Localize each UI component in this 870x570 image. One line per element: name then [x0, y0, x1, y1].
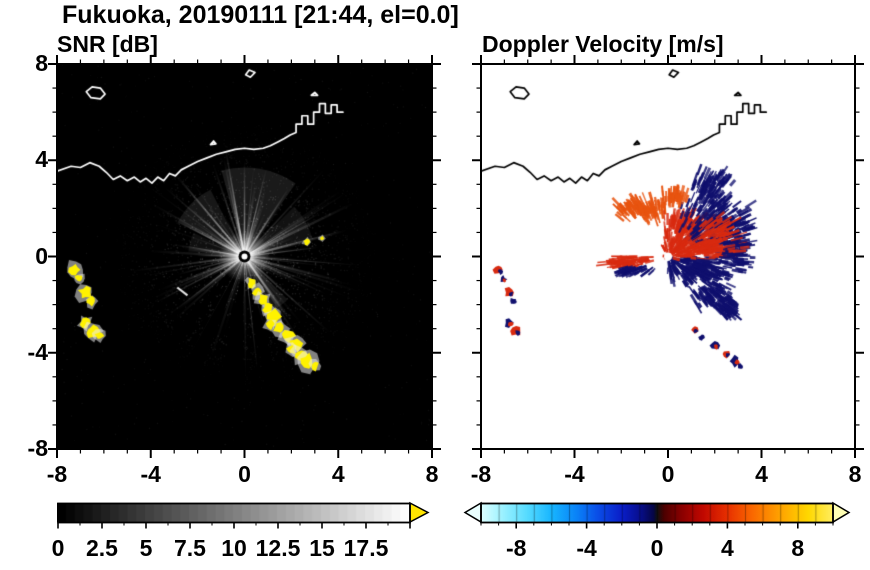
x-tick-label: 4 [331, 461, 345, 487]
snr-colorbar [57, 501, 452, 537]
snr-over-range-arrow [409, 501, 430, 524]
snr-colorbar-label: 5 [139, 535, 153, 561]
doppler-radar-image [481, 64, 855, 449]
snr-colorbar-label: 12.5 [255, 535, 301, 561]
snr-colorbar-label: 10 [221, 535, 247, 561]
snr-axes-frame [48, 55, 441, 458]
x-tick-label: 0 [661, 461, 675, 487]
doppler-under-range-arrow [463, 501, 482, 524]
y-tick-label: -8 [27, 435, 48, 461]
y-tick-label: 4 [35, 146, 48, 173]
doppler-colorbar-label: 4 [720, 535, 734, 561]
snr-colorbar-label: 15 [309, 535, 335, 561]
snr-map-panel [48, 55, 441, 458]
snr-colorbar-label: 17.5 [343, 535, 389, 561]
snr-colorbar-border [57, 502, 411, 524]
y-tick-label: 0 [35, 242, 48, 269]
snr-colorbar-label: 0 [51, 535, 65, 561]
x-tick-label: -4 [564, 461, 585, 487]
figure-title: Fukuoka, 20190111 [21:44, el=0.0] [62, 1, 459, 29]
x-tick-label: -4 [140, 461, 161, 487]
plot-border [56, 63, 433, 450]
snr-colorbar-frame [57, 501, 430, 529]
x-tick-label: -8 [46, 461, 68, 487]
snr-colorbar-label: 2.5 [86, 535, 118, 561]
x-tick-label: 8 [848, 461, 862, 487]
x-tick-label: -8 [470, 461, 492, 487]
doppler-map-panel [472, 55, 864, 458]
plot-border [480, 63, 856, 450]
doppler-over-range-arrow [832, 501, 851, 524]
snr-panel-title: SNR [dB] [57, 31, 158, 57]
y-tick-label: -4 [27, 338, 48, 365]
snr-radar-image [57, 64, 432, 449]
x-tick-label: 4 [755, 461, 768, 487]
doppler-colorbar-label: -4 [576, 535, 597, 561]
doppler-panel-title: Doppler Velocity [m/s] [482, 31, 724, 57]
doppler-axes-frame [472, 55, 864, 458]
y-tick-label: 8 [35, 50, 48, 76]
x-tick-label: 8 [425, 461, 439, 487]
doppler-colorbar-label: 8 [791, 535, 805, 561]
doppler-colorbar-border [480, 502, 834, 524]
doppler-colorbar-gradient [481, 503, 833, 522]
doppler-colorbar-label: 0 [650, 535, 664, 561]
doppler-colorbar-frame [463, 501, 851, 529]
x-tick-label: 0 [238, 461, 251, 487]
snr-colorbar-gradient [57, 503, 409, 522]
doppler-colorbar [463, 501, 865, 537]
doppler-colorbar-label: -8 [505, 535, 527, 561]
snr-colorbar-label: 7.5 [174, 535, 206, 561]
